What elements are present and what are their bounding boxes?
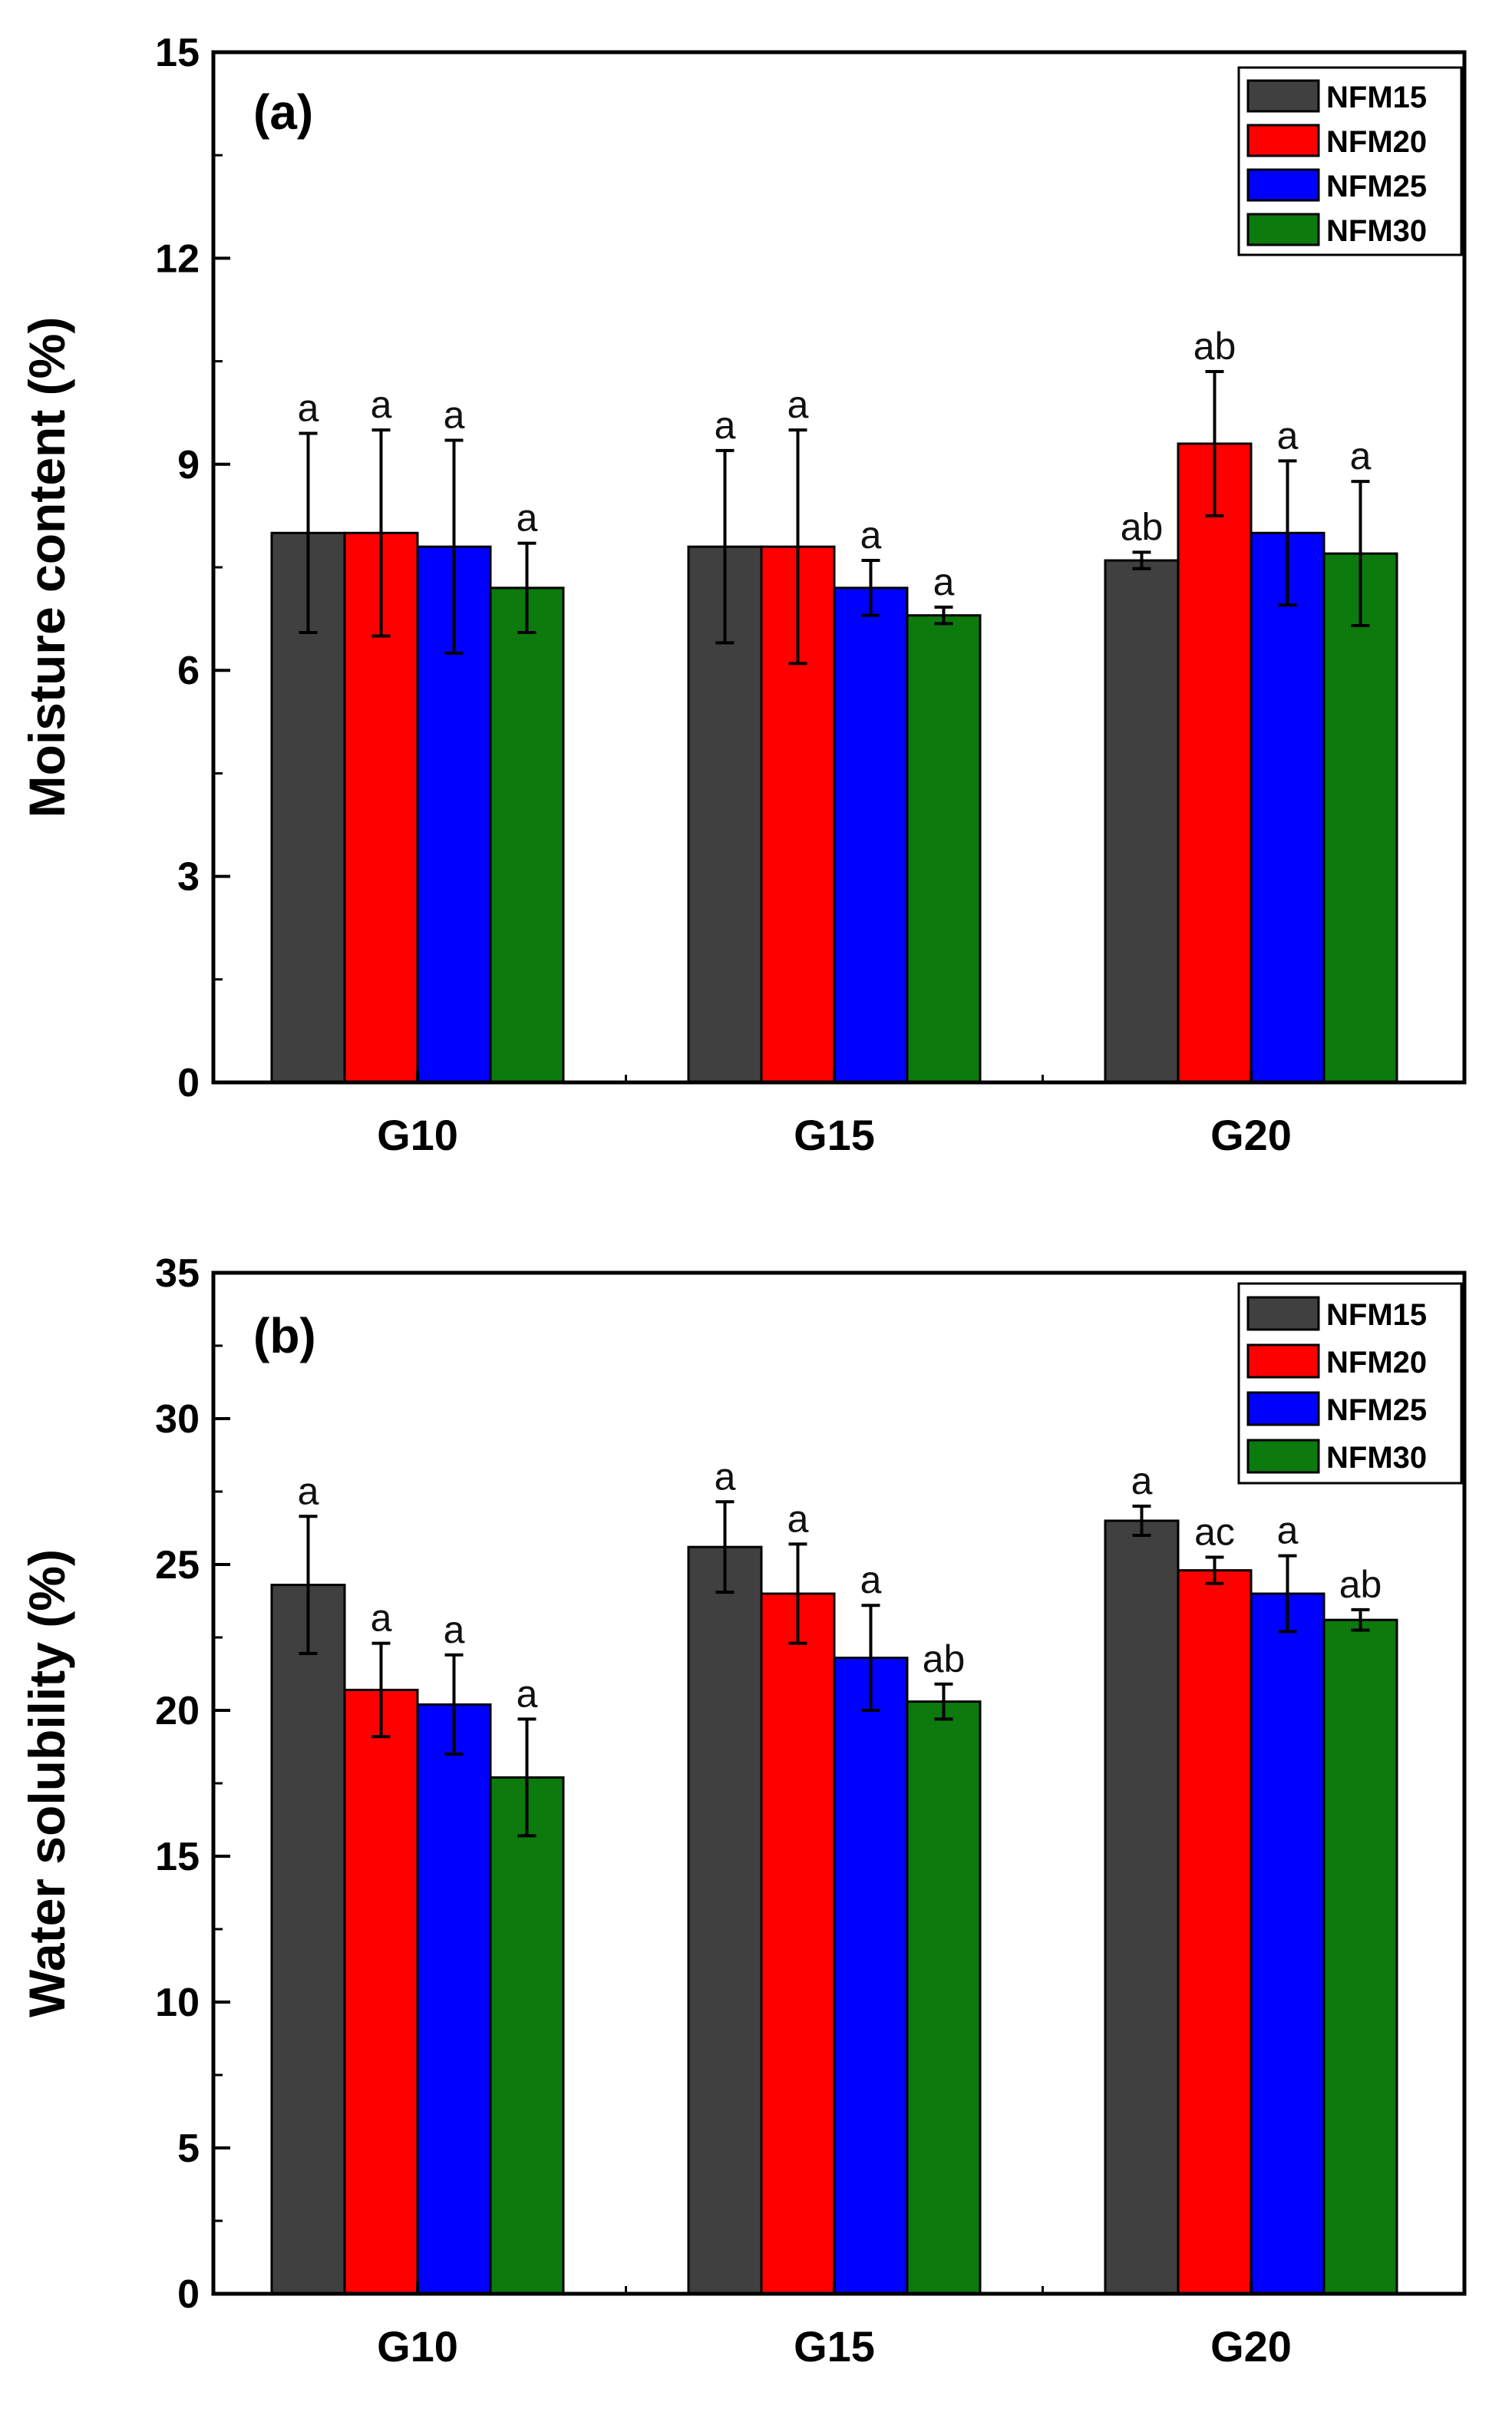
bar-nfm15-g10 [270,1584,346,2295]
legend-label-nfm25: NFM25 [1326,170,1427,203]
legend-swatch-nfm30 [1246,213,1320,246]
significance-letter: a [371,1597,392,1640]
bar-nfm30-g15 [906,1700,982,2295]
legend-label-nfm30: NFM30 [1326,1441,1427,1475]
significance-letter: a [444,1608,465,1651]
significance-letter: a [787,383,809,426]
significance-letter: a [1131,1459,1153,1502]
bar-nfm25-g10 [416,1703,492,2295]
bar-nfm15-g15 [687,1545,763,2295]
legend-swatch-nfm25 [1246,168,1320,202]
significance-letter: a [517,497,538,540]
bar-nfm20-g20 [1177,1569,1253,2295]
legend-label-nfm20: NFM20 [1326,125,1427,159]
significance-letter: a [860,514,882,557]
bar-nfm30-g15 [906,614,982,1084]
y-tick-label: 15 [155,31,200,75]
y-tick-label: 20 [155,1689,200,1733]
significance-letter: a [715,404,736,447]
legend-label-nfm20: NFM20 [1326,1346,1427,1379]
plot-frame [211,1270,1467,2296]
x-tick-label: G20 [1210,2322,1292,2371]
bar-nfm25-g20 [1250,531,1325,1084]
bar-nfm20-g10 [343,1688,419,2295]
legend-swatch-nfm20 [1246,124,1320,157]
significance-letter: a [860,1558,882,1601]
significance-letter: a [371,383,392,426]
legend-swatch-nfm25 [1246,1391,1320,1426]
bar-nfm25-g15 [833,586,909,1084]
y-tick-label: 6 [177,649,200,693]
x-tick-label: G15 [794,1111,875,1159]
legend-label-nfm15: NFM15 [1326,81,1427,114]
bar-nfm20-g15 [760,1592,836,2295]
y-tick-label: 35 [155,1251,200,1296]
legend-swatch-nfm20 [1246,1343,1320,1379]
significance-letter: a [298,1469,319,1512]
bar-nfm30-g10 [489,1776,565,2295]
y-tick-label: 30 [155,1397,200,1442]
significance-letter: ab [1339,1563,1382,1606]
x-tick-label: G10 [377,1111,458,1159]
panel-label: (a) [253,84,313,140]
y-tick-label: 15 [155,1835,200,1879]
significance-letter: a [444,393,465,436]
y-tick-label: 0 [177,1061,200,1105]
bar-nfm15-g20 [1104,559,1180,1084]
y-tick-label: 3 [177,855,200,900]
significance-letter: ab [923,1637,966,1680]
y-tick-label: 9 [177,443,200,487]
x-tick-label: G20 [1210,1111,1292,1159]
significance-letter: a [1350,434,1372,477]
bar-nfm30-g20 [1322,1618,1398,2295]
significance-letter: a [933,560,955,603]
bar-nfm20-g20 [1177,442,1253,1084]
legend-swatch-nfm30 [1246,1439,1320,1474]
y-tick-label: 5 [177,2126,200,2171]
y-axis-title: Water solubility (%) [18,1549,75,2017]
legend-swatch-nfm15 [1246,1296,1320,1331]
y-axis-title: Moisture content (%) [18,317,75,818]
significance-letter: a [298,387,319,430]
bar-nfm25-g15 [833,1657,909,2295]
panel-a: a a a a G10 a a a a G15 ab ab a a G20 0 3 6 9 12 15 Moisture … [18,31,1467,1159]
legend-label-nfm30: NFM30 [1326,214,1427,248]
bar-nfm30-g20 [1322,552,1398,1084]
significance-letter: a [1277,1509,1299,1552]
y-tick-label: 12 [155,236,200,281]
bar-nfm25-g20 [1250,1592,1325,2295]
legend-swatch-nfm15 [1246,79,1320,113]
legend-label-nfm25: NFM25 [1326,1393,1427,1427]
significance-letter: ac [1194,1511,1235,1554]
x-tick-label: G15 [794,2322,875,2371]
plot-frame [211,50,1467,1085]
significance-letter: a [1277,414,1299,457]
y-tick-label: 10 [155,1981,200,2025]
bar-nfm15-g20 [1104,1519,1180,2295]
bar-nfm30-g10 [489,586,565,1084]
panel-label: (b) [253,1308,316,1363]
y-tick-label: 0 [177,2272,200,2317]
y-tick-label: 25 [155,1543,200,1588]
significance-letter: a [715,1455,736,1498]
legend-label-nfm15: NFM15 [1326,1298,1427,1332]
x-tick-label: G10 [377,2322,458,2371]
significance-letter: ab [1121,505,1164,548]
significance-letter: ab [1193,325,1236,368]
significance-letter: a [787,1497,809,1540]
significance-letter: a [517,1672,538,1715]
